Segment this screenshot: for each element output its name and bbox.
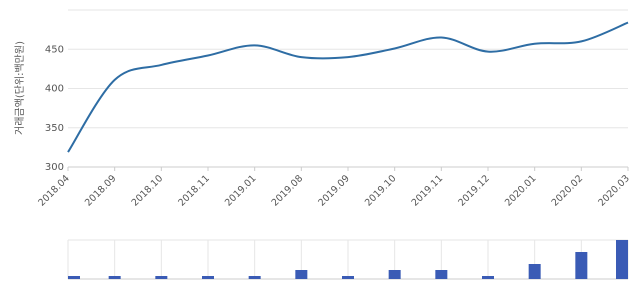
x-tick-label: 2019.01 — [223, 173, 259, 209]
y-tick-label: 450 — [45, 44, 64, 55]
y-tick-label: 300 — [45, 162, 64, 173]
volume-bar — [388, 270, 401, 279]
y-tick-label: 400 — [45, 84, 64, 95]
volume-bar — [108, 276, 121, 279]
volume-bar — [435, 270, 448, 279]
x-tick-label: 2020.01 — [503, 173, 539, 209]
x-tick-label: 2019.12 — [456, 173, 492, 209]
x-tick-label: 2018.09 — [83, 173, 119, 209]
x-tick-label: 2018.11 — [176, 173, 212, 209]
volume-bar — [155, 276, 168, 279]
x-tick-label: 2019.10 — [363, 173, 399, 209]
x-tick-label: 2019.09 — [316, 173, 352, 209]
volume-bar — [528, 264, 541, 279]
volume-bar — [482, 276, 494, 279]
x-tick-label: 2018.04 — [36, 173, 72, 209]
x-tick-label: 2020.02 — [550, 173, 586, 209]
volume-bar — [575, 252, 588, 279]
volume-bar — [68, 276, 80, 279]
volume-bar — [202, 276, 214, 279]
volume-bar — [342, 276, 354, 279]
price-line — [67, 21, 629, 153]
x-tick-label: 2020.03 — [596, 173, 632, 209]
x-tick-label: 2019.11 — [410, 173, 446, 209]
y-axis-label: 거래금액(단위:백만원) — [13, 41, 26, 135]
x-tick-label: 2018.10 — [130, 173, 166, 209]
volume-bar — [295, 270, 308, 279]
volume-bar — [248, 276, 261, 279]
x-tick-label: 2019.08 — [270, 173, 306, 209]
y-tick-label: 350 — [45, 123, 64, 134]
volume-bar — [616, 240, 628, 279]
